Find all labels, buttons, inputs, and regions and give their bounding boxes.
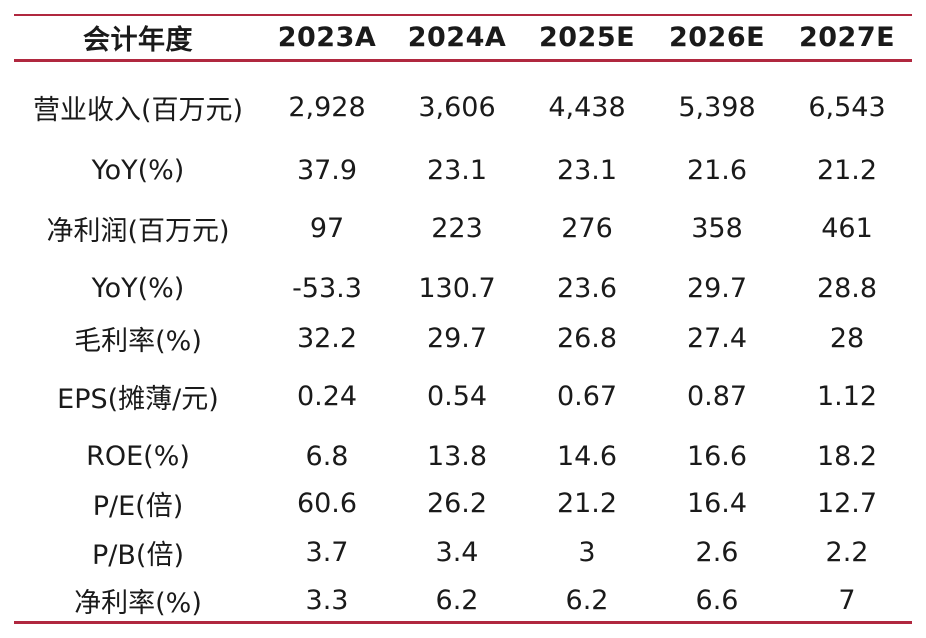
row-value: 1.12	[816, 380, 878, 412]
row-label: 净利率(%)	[74, 587, 202, 619]
header-cell-2024a: 2024A	[407, 22, 507, 53]
row-value: 60.6	[296, 487, 358, 519]
row-value: 0.67	[556, 380, 618, 412]
row-value: 0.24	[296, 380, 358, 412]
table-row-net-profit-yoy: YoY(%) -53.3 130.7 23.6 29.7 28.8	[14, 263, 912, 313]
row-value: 23.1	[426, 154, 488, 186]
row-value: 7	[838, 584, 856, 616]
financial-forecast-table: 会计年度 2023A 2024A 2025E 2026E 2027E 营业收入(…	[14, 14, 912, 624]
row-value: 26.8	[556, 322, 618, 354]
header-cell-2025e: 2025E	[538, 22, 636, 53]
row-value: 97	[309, 212, 345, 244]
row-value: 2.6	[695, 536, 739, 568]
table-row-net-profit: 净利润(百万元) 97 223 276 358 461	[14, 203, 912, 253]
row-value: 4,438	[548, 91, 626, 123]
row-value: 0.54	[426, 380, 488, 412]
row-value: 3,606	[418, 91, 496, 123]
row-value: 3.4	[435, 536, 479, 568]
row-value: 6.6	[695, 584, 739, 616]
row-value: 23.6	[556, 272, 618, 304]
row-value: 6.2	[435, 584, 479, 616]
row-label: YoY(%)	[91, 272, 185, 304]
header-cell-fiscal-year: 会计年度	[83, 25, 193, 56]
row-value: 3.3	[305, 584, 349, 616]
table-header-row: 会计年度 2023A 2024A 2025E 2026E 2027E	[14, 16, 912, 59]
row-value: 12.7	[816, 487, 878, 519]
header-cell-2027e: 2027E	[798, 22, 896, 53]
table-header-rule	[14, 59, 912, 62]
row-value: 23.1	[556, 154, 618, 186]
row-value: 3	[578, 536, 596, 568]
row-label: 净利润(百万元)	[46, 215, 230, 247]
row-label: 营业收入(百万元)	[32, 94, 244, 126]
row-value: 461	[821, 212, 873, 244]
row-value: 2,928	[288, 91, 366, 123]
row-value: 26.2	[426, 487, 488, 519]
row-value: 16.6	[686, 440, 748, 472]
row-label: YoY(%)	[91, 154, 185, 186]
table-row-roe: ROE(%) 6.8 13.8 14.6 16.6 18.2	[14, 431, 912, 481]
row-value: 0.87	[686, 380, 748, 412]
table-row-pe: P/E(倍) 60.6 26.2 21.2 16.4 12.7	[14, 478, 912, 528]
row-value: 130.7	[418, 272, 496, 304]
row-value: 16.4	[686, 487, 748, 519]
row-value: 6.8	[305, 440, 349, 472]
row-value: 358	[691, 212, 743, 244]
row-label: 毛利率(%)	[74, 325, 202, 357]
table-row-revenue-yoy: YoY(%) 37.9 23.1 23.1 21.6 21.2	[14, 145, 912, 195]
row-value: 5,398	[678, 91, 756, 123]
row-value: 18.2	[816, 440, 878, 472]
row-label: P/E(倍)	[92, 490, 184, 522]
row-value: 14.6	[556, 440, 618, 472]
row-value: 2.2	[825, 536, 869, 568]
row-value: 21.2	[816, 154, 878, 186]
row-label: P/B(倍)	[92, 539, 184, 571]
table-body: 营业收入(百万元) 2,928 3,606 4,438 5,398 6,543 …	[14, 62, 912, 621]
row-value: 13.8	[426, 440, 488, 472]
row-value: 29.7	[686, 272, 748, 304]
row-value: 27.4	[686, 322, 748, 354]
table-top-rule	[14, 14, 912, 16]
row-value: 28.8	[816, 272, 878, 304]
row-value: 276	[561, 212, 613, 244]
table-row-revenue: 营业收入(百万元) 2,928 3,606 4,438 5,398 6,543	[14, 82, 912, 132]
row-value: 21.6	[686, 154, 748, 186]
row-value: 223	[431, 212, 483, 244]
table-row-gross-margin: 毛利率(%) 32.2 29.7 26.8 27.4 28	[14, 313, 912, 363]
table-bottom-rule	[14, 621, 912, 624]
row-value: -53.3	[292, 272, 362, 304]
row-value: 28	[829, 322, 865, 354]
row-value: 21.2	[556, 487, 618, 519]
row-label: EPS(摊薄/元)	[57, 383, 219, 415]
header-cell-2023a: 2023A	[277, 22, 377, 53]
row-value: 37.9	[296, 154, 358, 186]
row-value: 29.7	[426, 322, 488, 354]
table-row-net-margin: 净利率(%) 3.3 6.2 6.2 6.6 7	[14, 575, 912, 625]
row-value: 3.7	[305, 536, 349, 568]
row-value: 6,543	[808, 91, 886, 123]
row-value: 32.2	[296, 322, 358, 354]
table-row-eps: EPS(摊薄/元) 0.24 0.54 0.67 0.87 1.12	[14, 371, 912, 421]
row-label: ROE(%)	[86, 440, 190, 472]
header-cell-2026e: 2026E	[668, 22, 766, 53]
table-row-pb: P/B(倍) 3.7 3.4 3 2.6 2.2	[14, 527, 912, 577]
row-value: 6.2	[565, 584, 609, 616]
